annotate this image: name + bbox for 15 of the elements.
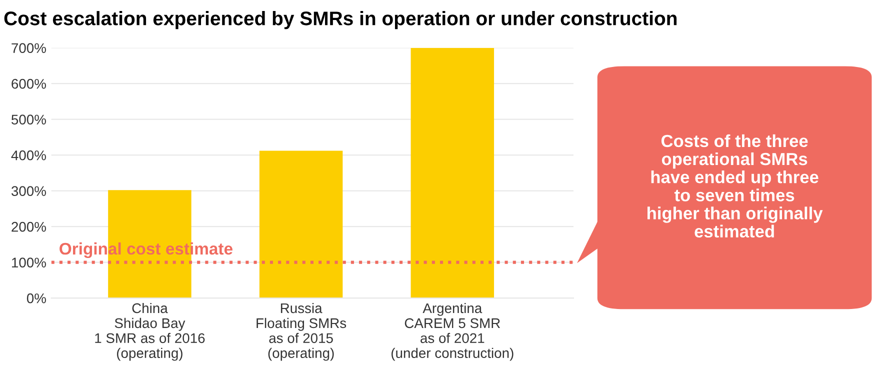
y-tick-label: 600% (12, 78, 46, 89)
y-tick-label: 100% (12, 258, 46, 268)
bar (259, 150, 343, 298)
chart-title: Cost escalation experienced by SMRs in operation or under construction (4, 11, 677, 30)
y-tick-label: 200% (12, 222, 46, 232)
y-tick-label: 300% (11, 186, 46, 196)
x-tick-label: Argentina CAREM 5 SMR as of 2021 (under construction) (392, 302, 514, 361)
x-tick-label: China Shidao Bay 1 SMR as of 2016 (operating) (95, 302, 205, 361)
text: Costs of the three operational SMRs have ended up three to seven times higher than originally estimated (648, 134, 823, 238)
y-tick-label: 500% (12, 114, 46, 125)
y-tick-label: 400% (11, 150, 46, 160)
y-tick-label: 700% (12, 43, 46, 54)
x-tick-label: Russia Floating SMRs as of 2015 (operating) (256, 302, 346, 361)
y-tick-label: 0% (26, 293, 46, 304)
bar (410, 48, 494, 298)
